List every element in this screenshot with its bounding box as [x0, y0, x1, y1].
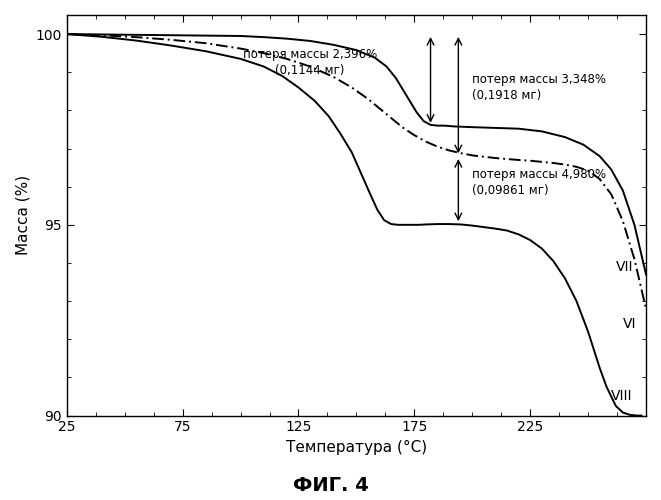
Text: ФИГ. 4: ФИГ. 4 — [293, 476, 368, 495]
Text: VI: VI — [623, 317, 637, 331]
Text: VIII: VIII — [611, 390, 633, 404]
Text: потеря массы 3,348%
(0,1918 мг): потеря массы 3,348% (0,1918 мг) — [472, 73, 606, 102]
Text: потеря массы 4,980%
(0,09861 мг): потеря массы 4,980% (0,09861 мг) — [472, 168, 606, 198]
Text: потеря массы 2,396%
(0,1144 мг): потеря массы 2,396% (0,1144 мг) — [243, 48, 377, 77]
Y-axis label: Масса (%): Масса (%) — [15, 175, 30, 256]
X-axis label: Температура (°C): Температура (°C) — [286, 440, 427, 455]
Text: VII: VII — [616, 260, 633, 274]
